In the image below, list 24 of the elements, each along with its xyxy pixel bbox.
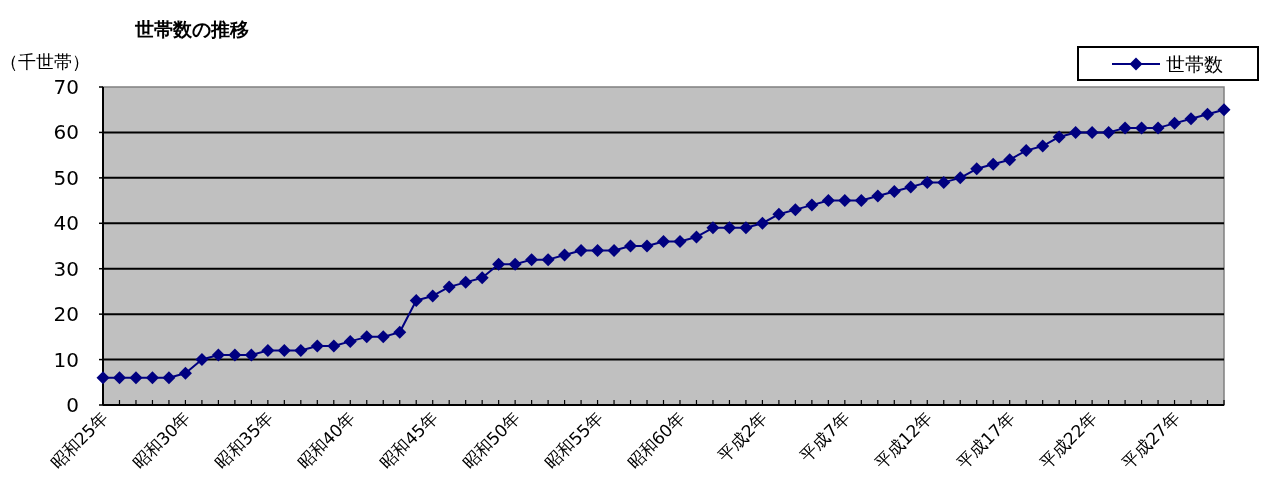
x-tick-label: 平成7年 xyxy=(795,407,854,466)
x-tick-label: 昭和50年 xyxy=(458,407,524,474)
y-axis-title: （千世帯） xyxy=(0,51,90,72)
x-tick-label: 平成27年 xyxy=(1117,407,1184,474)
x-tick-label: 昭和40年 xyxy=(293,407,360,474)
x-tick-label: 平成22年 xyxy=(1035,407,1101,474)
y-tick-label: 70 xyxy=(53,75,79,99)
y-tick-label: 0 xyxy=(66,393,79,417)
x-tick-label: 昭和45年 xyxy=(376,407,442,474)
x-tick-label: 昭和60年 xyxy=(623,407,689,474)
x-tick-label: 昭和30年 xyxy=(128,407,195,474)
x-tick-label: 平成12年 xyxy=(870,407,937,474)
x-tick-label: 平成2年 xyxy=(713,407,772,466)
y-tick-label: 50 xyxy=(53,165,79,190)
y-tick-label: 30 xyxy=(53,256,79,281)
legend-label: 世帯数 xyxy=(1166,53,1223,75)
y-tick-label: 10 xyxy=(53,347,79,372)
x-tick-label: 昭和55年 xyxy=(540,407,607,474)
y-tick-label: 20 xyxy=(53,302,79,327)
x-tick-label: 昭和35年 xyxy=(211,407,277,474)
y-tick-label: 60 xyxy=(53,120,79,145)
x-tick-label: 平成17年 xyxy=(953,407,1019,474)
y-tick-label: 40 xyxy=(53,211,79,236)
chart-title: 世帯数の推移 xyxy=(134,18,249,40)
